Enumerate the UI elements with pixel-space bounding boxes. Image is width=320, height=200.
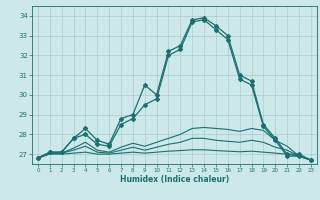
X-axis label: Humidex (Indice chaleur): Humidex (Indice chaleur)	[120, 175, 229, 184]
